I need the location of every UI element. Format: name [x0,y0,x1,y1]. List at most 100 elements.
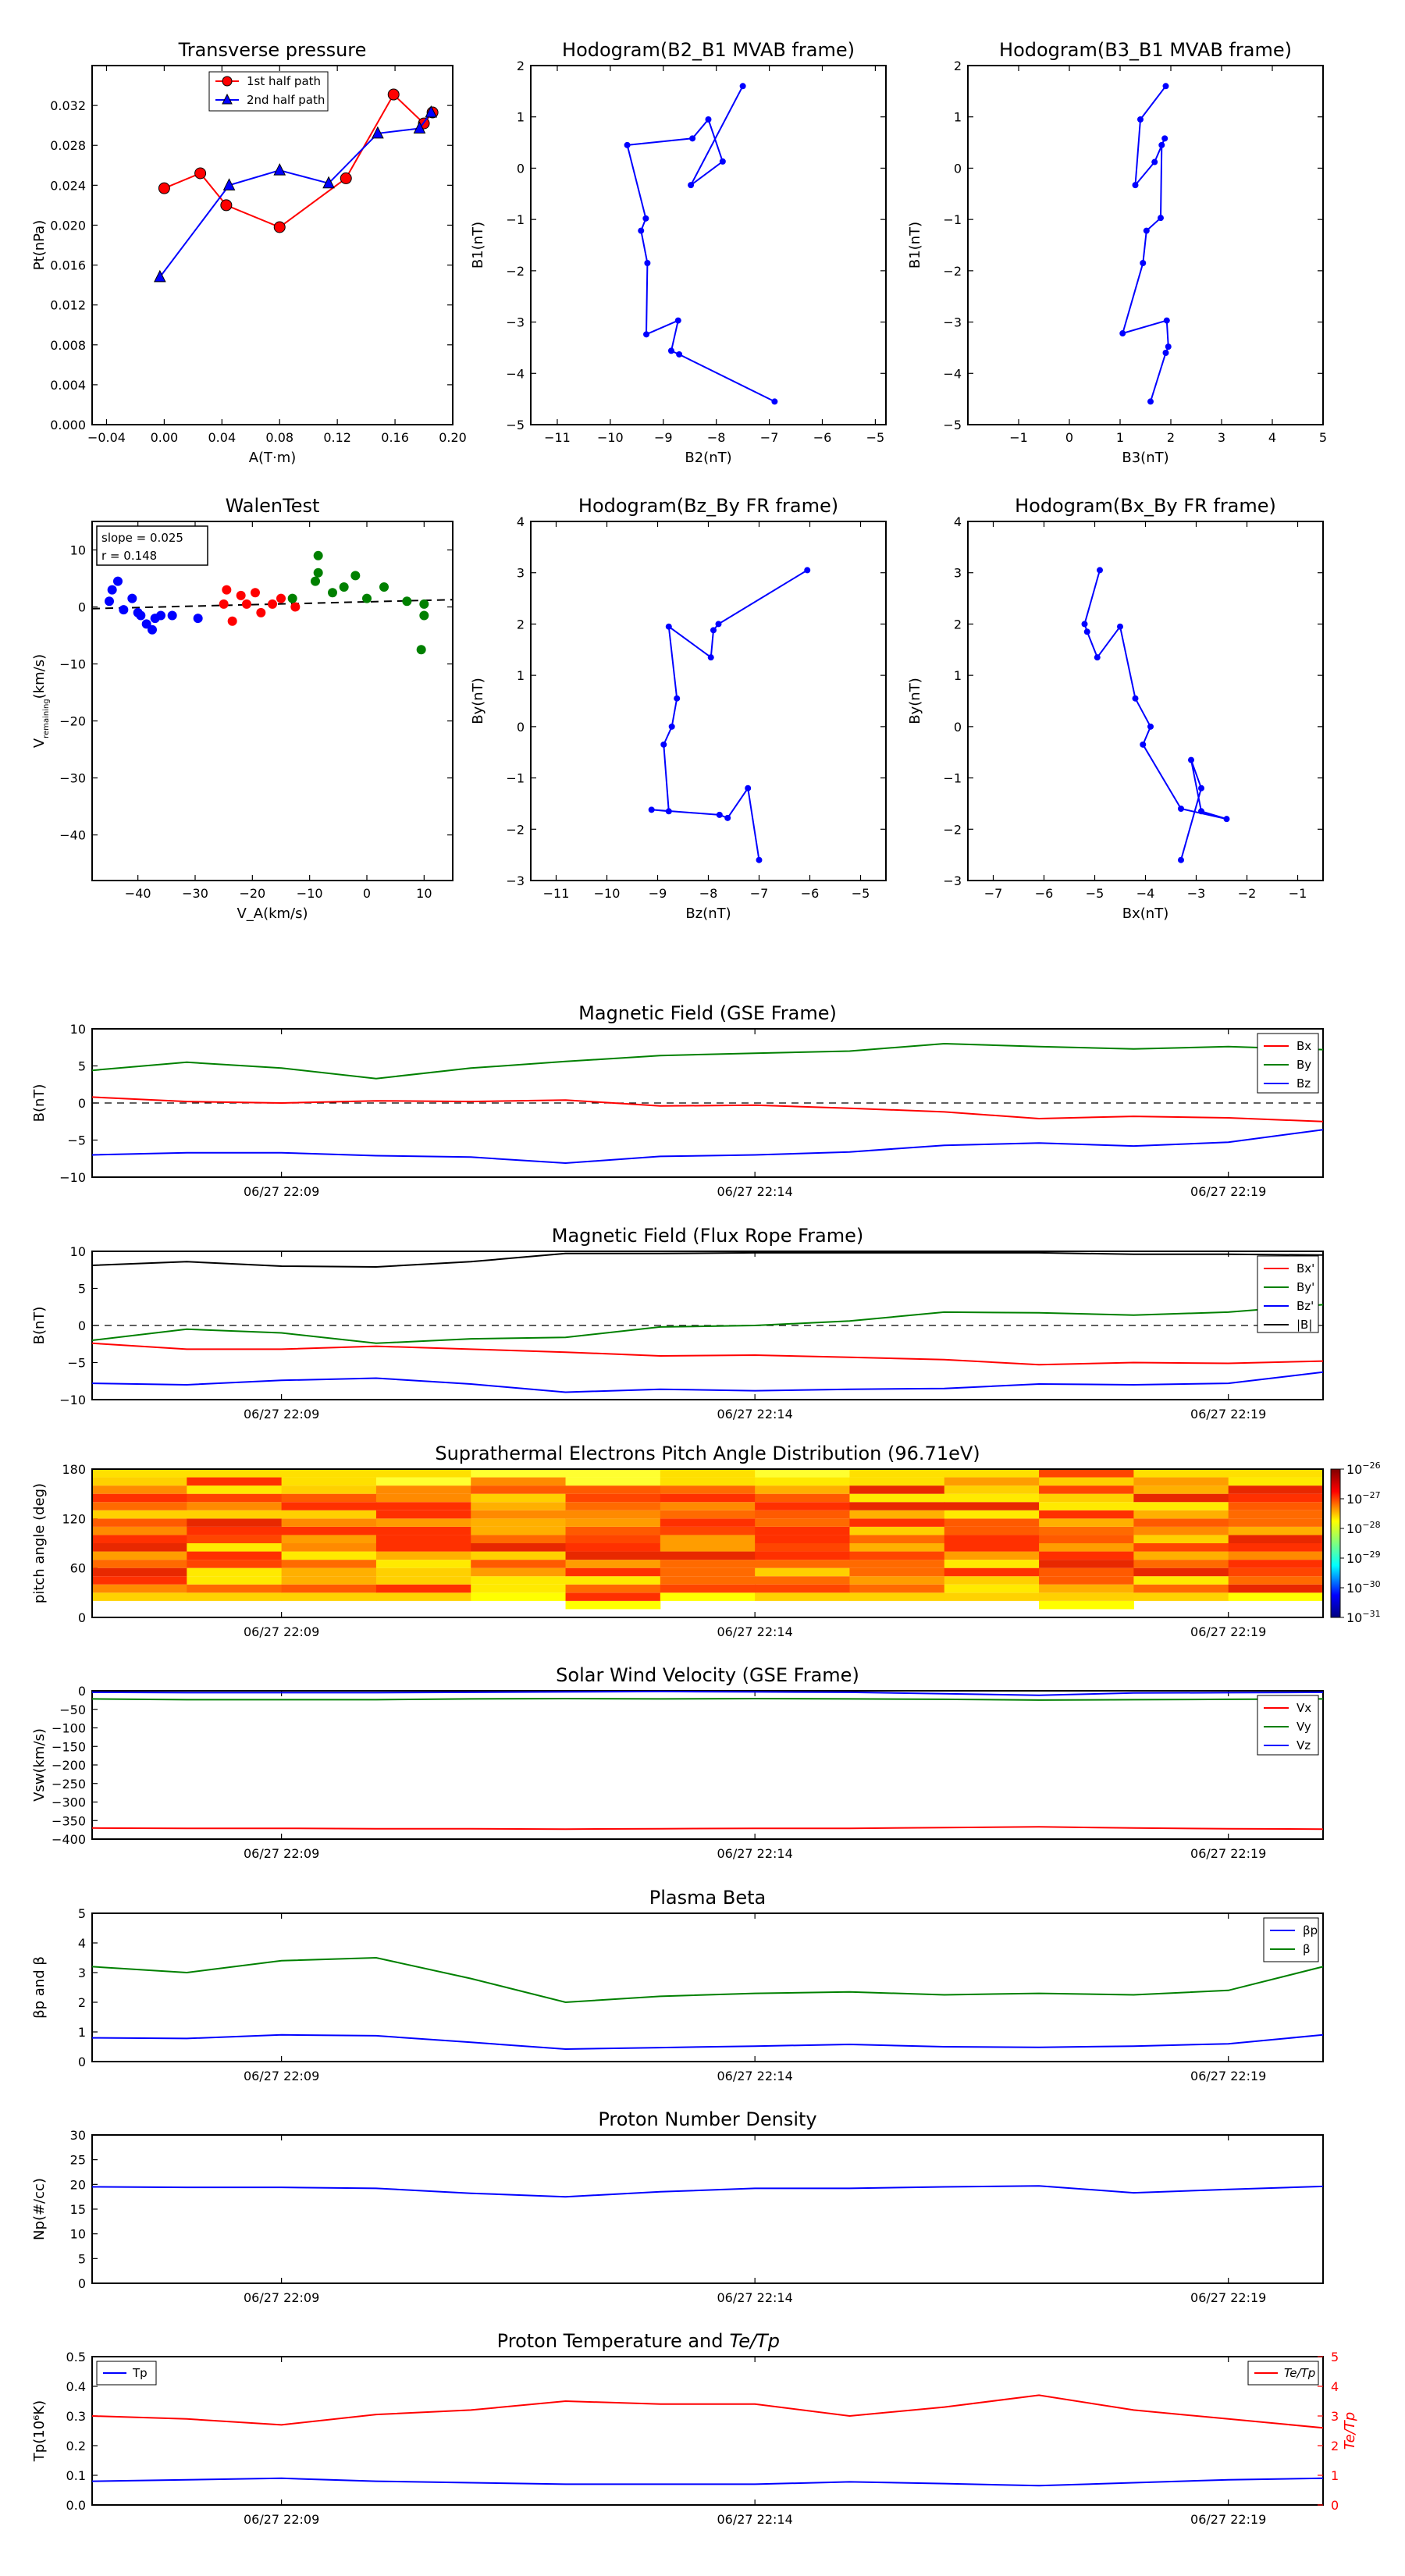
h3-point [756,857,763,863]
h2-xlabel: B3(nT) [1122,450,1168,466]
pad-cell [282,1527,377,1535]
h2-ytick-label: −3 [943,315,962,330]
pad-cell [566,1585,661,1593]
pad-cell [1229,1535,1324,1543]
h1-point [642,215,649,222]
h3-point [649,806,655,813]
pad-cell [566,1502,661,1510]
pad-cell [471,1543,566,1552]
pad-cell [755,1518,850,1527]
h2-point [1164,318,1170,324]
h1-ylabel: B1(nT) [470,222,486,269]
pad-ytick-label: 120 [62,1511,86,1526]
h2-ytick-label: −4 [943,366,962,381]
h3-point [804,567,810,573]
walen-xtick-label: −40 [125,886,151,901]
pad-cell [755,1585,850,1593]
np-ylabel: Np(#/cc) [31,2178,48,2240]
walen-point [417,645,426,654]
pad-cell [755,1560,850,1568]
h3-ylabel: By(nT) [470,678,486,724]
pad-cell [660,1592,756,1601]
h4-ytick-label: 0 [954,720,962,735]
pt-ytick-label: 0.028 [50,138,86,153]
pad-cell [282,1592,377,1601]
pad-cell [187,1543,282,1552]
pad-cell [755,1592,850,1601]
walen-point [194,614,203,623]
pad-cell [1039,1469,1134,1478]
pad-cell [471,1592,566,1601]
pad-cell [1133,1576,1229,1585]
pad-cell [187,1485,282,1494]
legend-label: Bz' [1297,1299,1314,1313]
pad-cell [471,1502,566,1510]
h2-xtick-label: −1 [1009,430,1028,445]
tp-ytick-label: 0.5 [66,2350,86,2364]
pad-cell [755,1494,850,1503]
pad-cell [282,1485,377,1494]
pad-cell [660,1478,756,1486]
pad-cell [755,1510,850,1519]
pad-cell [1039,1552,1134,1560]
colorbar-label: 10−26 [1346,1461,1381,1477]
pad-cell [660,1535,756,1543]
pad-cell [944,1518,1040,1527]
colorbar-base: 10 [1346,1521,1362,1536]
h1-point [740,83,746,89]
pad-cell [1133,1543,1229,1552]
pad-ytick-label: 180 [62,1462,86,1477]
pad-cell [660,1576,756,1585]
pad-cell [376,1502,471,1510]
h2-point [1147,398,1154,404]
pt-ytick-label: 0.016 [50,258,86,273]
pt-title: Transverse pressure [178,39,367,61]
np-ytick-label: 10 [70,2227,86,2242]
h1-point [675,318,681,324]
mag_fr-xtick-label: 06/27 22:09 [244,1407,319,1421]
h2-ylabel: B1(nT) [907,222,923,269]
mag_gse-xtick-label: 06/27 22:09 [244,1184,319,1199]
pad-cell [1039,1576,1134,1585]
vsw-ytick-label: −100 [52,1721,86,1736]
h4-ytick-label: 4 [954,514,962,529]
walen-point [256,608,265,617]
pad-cell [944,1494,1040,1503]
h3-point [724,815,731,821]
h3-ytick-label: 4 [517,514,525,529]
pad-cell [1039,1527,1134,1535]
np-title: Proton Number Density [598,2108,816,2130]
pad-cell [1039,1510,1134,1519]
walen-point [242,600,251,609]
h4-point [1117,624,1123,630]
walen-point [419,600,429,609]
h3-panel: Hodogram(Bz_By FR frame)−11 −10 −9 −8 −7 −6 −5… [470,495,886,922]
pad-cell [471,1510,566,1519]
h4-ytick-label: −1 [943,771,962,786]
pt-ytick-label: 0.008 [50,338,86,353]
pt-xtick-label: 0.00 [151,430,179,445]
walen-axes-frame [92,521,453,881]
pad-cell [566,1469,661,1478]
h2-point [1158,215,1164,221]
vsw-ytick-label: −350 [52,1813,86,1828]
vsw-ytick-label: −200 [52,1758,86,1773]
h1-point [706,116,712,123]
pad-cell [376,1543,471,1552]
pad-cell [282,1535,377,1543]
pad-cell [376,1510,471,1519]
h4-point [1133,696,1139,702]
h3-point [717,812,723,818]
mag_gse-ytick-label: 10 [70,1022,86,1037]
pad-cell [660,1527,756,1535]
pt-xtick-label: 0.12 [323,430,351,445]
pad-cell [282,1510,377,1519]
walen-point [168,610,177,620]
pad-cell [849,1585,944,1593]
pad-cell [1133,1568,1229,1577]
pad-cell [944,1485,1040,1494]
h3-axes-frame [531,521,886,881]
beta-ytick-label: 0 [78,2055,86,2069]
pt-ylabel: Pt(nPa) [31,220,48,270]
walen-point [113,577,123,586]
